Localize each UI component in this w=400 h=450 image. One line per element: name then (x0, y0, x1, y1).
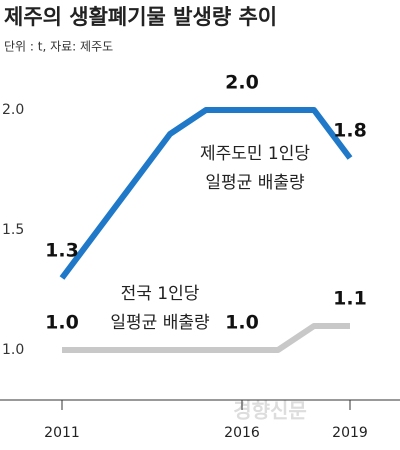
y-tick-label: 2.0 (2, 102, 24, 118)
series-name: 전국 1인당 일평균 배출량 (110, 284, 210, 333)
x-tick-label: 2011 (44, 425, 80, 441)
data-label: 2.0 (225, 72, 259, 94)
y-tick-label: 1.5 (2, 222, 24, 238)
x-tick-label: 2019 (332, 425, 368, 441)
data-label: 1.0 (45, 312, 79, 334)
data-label: 1.0 (225, 312, 259, 334)
data-label: 1.1 (333, 288, 367, 310)
data-label: 1.8 (333, 120, 367, 142)
series-line (62, 323, 350, 353)
chart-title: 제주의 생활폐기물 발생량 추이 (4, 5, 277, 29)
series-line (59, 107, 353, 280)
x-tick-label: 2016 (224, 425, 260, 441)
watermark: 경향신문 (233, 399, 307, 423)
data-label: 1.3 (45, 240, 79, 262)
series-name: 제주도민 1인당 일평균 배출량 (199, 144, 311, 193)
chart-subtitle: 단위 : t, 자료: 제주도 (4, 40, 113, 54)
y-tick-label: 1.0 (2, 342, 24, 358)
